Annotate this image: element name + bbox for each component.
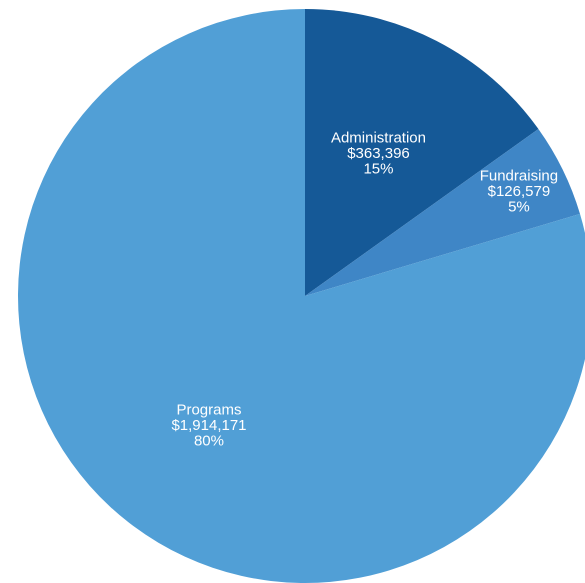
slice-value-label: $126,579 xyxy=(488,183,551,200)
slice-label-programs: Programs $1,914,171 80% xyxy=(171,401,246,449)
pie-slice-fundraising xyxy=(305,128,580,296)
slice-name-label: Administration xyxy=(331,130,426,147)
slice-value-label: $1,914,171 xyxy=(171,417,246,434)
slice-label-fundraising: Fundraising $126,579 5% xyxy=(480,168,558,216)
slice-name-label: Programs xyxy=(176,401,241,418)
pie-slices xyxy=(17,9,585,583)
pie-labels: Administration $363,396 15% Fundraising $126… xyxy=(171,130,558,450)
pie-slice-programs xyxy=(17,9,585,583)
slice-label-administration: Administration $363,396 15% xyxy=(331,130,426,178)
slice-percent-label: 80% xyxy=(194,432,224,449)
slice-percent-label: 5% xyxy=(508,199,530,216)
pie-slice-administration xyxy=(305,9,539,296)
slice-name-label: Fundraising xyxy=(480,168,558,185)
slice-percent-label: 15% xyxy=(363,161,393,178)
slice-value-label: $363,396 xyxy=(347,145,410,162)
